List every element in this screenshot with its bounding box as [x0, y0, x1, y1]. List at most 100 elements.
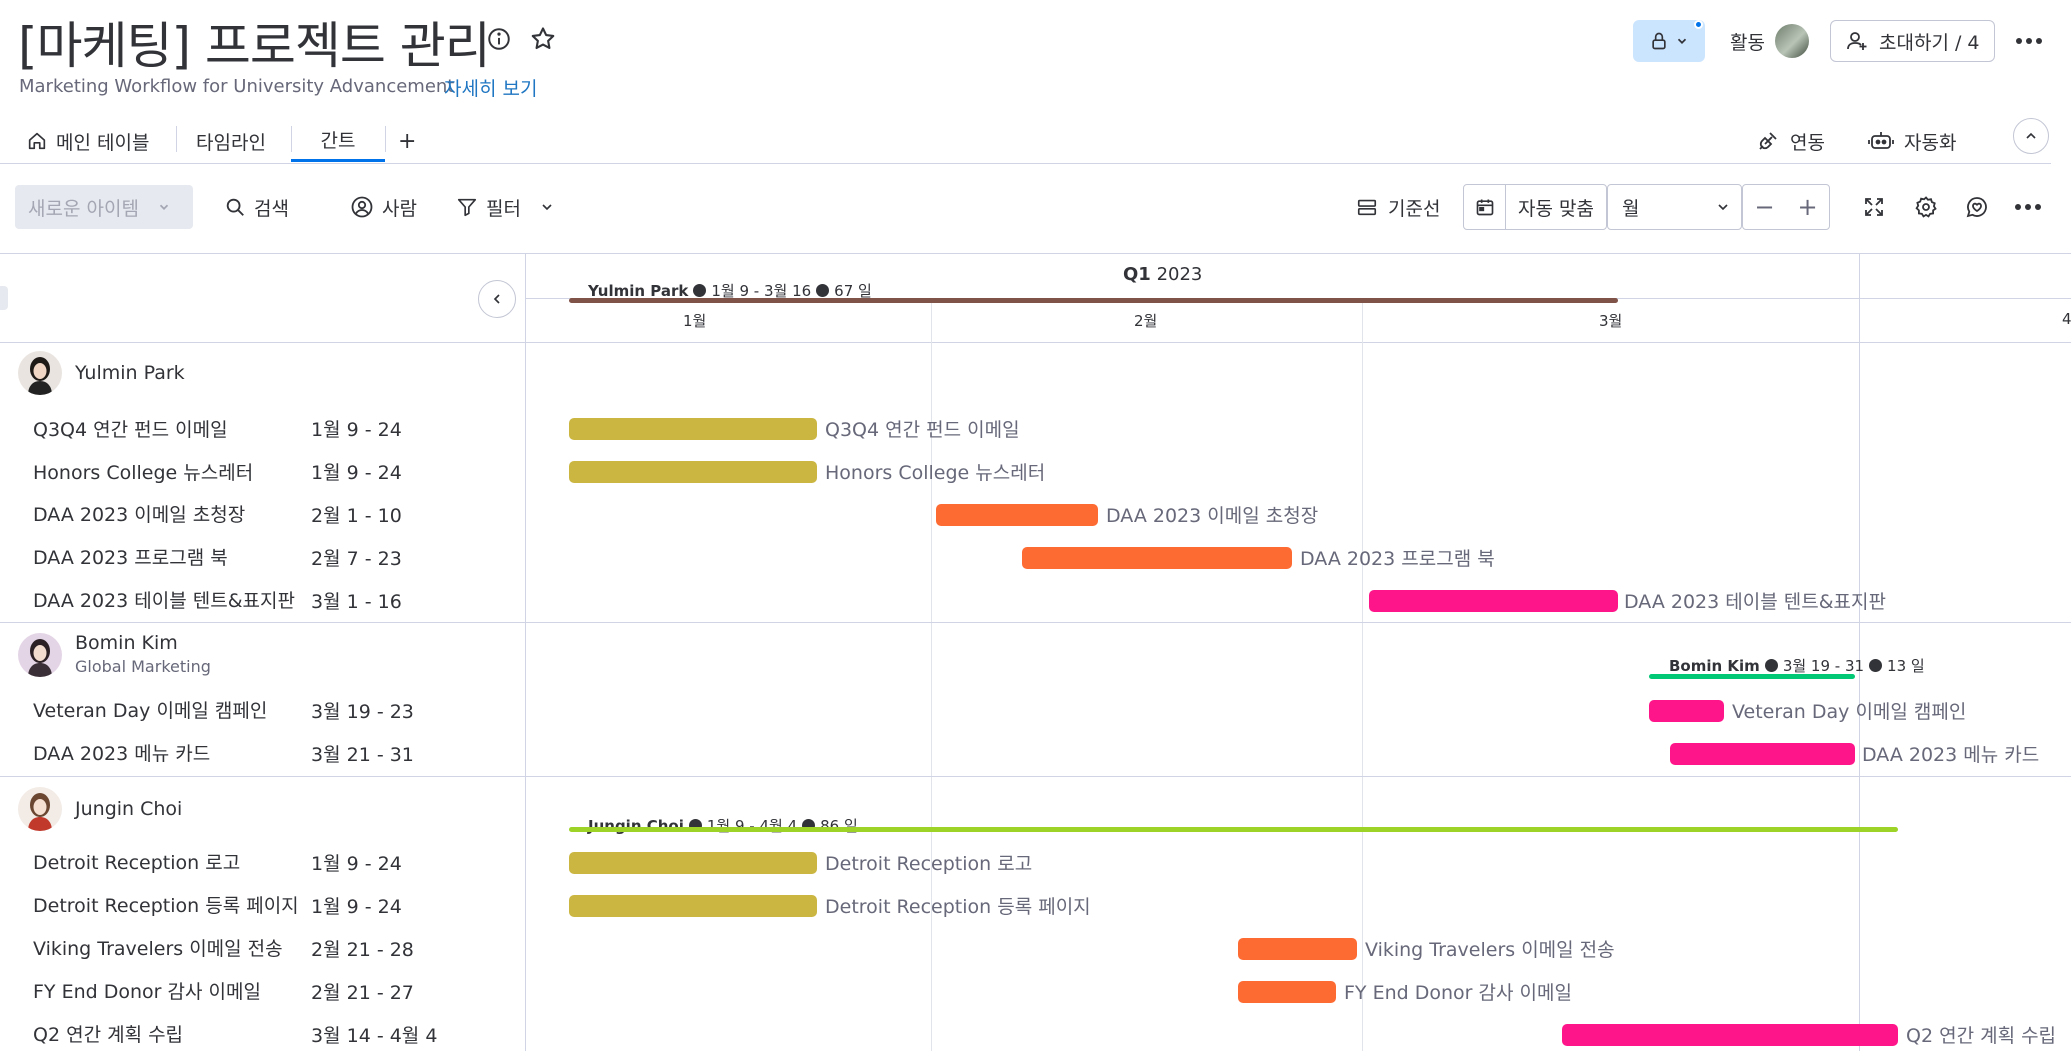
task-bar[interactable] [1649, 700, 1724, 722]
avatar[interactable] [18, 787, 62, 831]
invite-label: 초대하기 / 4 [1879, 31, 1980, 54]
task-bar[interactable] [569, 418, 817, 440]
robot-icon [1868, 132, 1894, 149]
task-name[interactable]: FY End Donor 감사 이메일 [33, 981, 261, 1003]
task-date: 1월 9 - 24 [311, 896, 402, 918]
group-summary-bar[interactable] [569, 827, 1898, 832]
avatar[interactable] [18, 351, 62, 395]
person-filter-button[interactable]: 사람 [350, 188, 417, 226]
collapse-header-button[interactable] [2013, 118, 2049, 154]
task-bar[interactable] [1238, 938, 1357, 960]
group-divider [0, 622, 2071, 623]
task-date: 2월 7 - 23 [311, 548, 402, 570]
group-divider [0, 776, 2071, 777]
chevron-down-icon [1718, 204, 1728, 211]
notification-dot [1694, 20, 1703, 29]
task-name[interactable]: Q2 연간 계획 수립 [33, 1024, 184, 1046]
month-label: 4 [2062, 310, 2071, 328]
zoom-out-button[interactable]: − [1754, 193, 1775, 221]
task-name[interactable]: Veteran Day 이메일 캠페인 [33, 700, 268, 722]
board-permissions-button[interactable] [1633, 20, 1705, 62]
task-bar[interactable] [1022, 547, 1292, 569]
collapse-panel-button[interactable] [478, 280, 516, 318]
task-name[interactable]: Detroit Reception 로고 [33, 852, 241, 874]
task-bar-label: DAA 2023 테이블 텐트&표지판 [1624, 591, 1886, 613]
task-bar[interactable] [569, 852, 817, 874]
task-name[interactable]: DAA 2023 이메일 초청장 [33, 504, 246, 526]
new-item-button[interactable]: 새로운 아이템 [15, 185, 193, 229]
group-summary: Bomin Kim 3월 19 - 31 13 일 [1669, 656, 1925, 676]
gear-icon[interactable] [1911, 192, 1941, 222]
filter-label: 필터 [486, 197, 521, 220]
search-button[interactable]: 검색 [224, 188, 289, 226]
group-person-name[interactable]: Yulmin Park [75, 362, 185, 384]
task-bar[interactable] [1238, 981, 1336, 1003]
invite-button[interactable]: 초대하기 / 4 [1830, 20, 1995, 62]
filter-button[interactable]: 필터 [456, 188, 555, 226]
timeline-area: Q1 2023 1월 2월 3월 4 Yulmin Park 1월 9 - 3월 … [526, 254, 2071, 1051]
task-name[interactable]: DAA 2023 테이블 텐트&표지판 [33, 590, 295, 612]
autofit-button[interactable]: 자동 맞춤 [1463, 184, 1607, 230]
tab-gantt[interactable]: 간트 [291, 120, 385, 162]
task-bar[interactable] [1369, 590, 1618, 612]
time-scale-select[interactable]: 월 [1607, 184, 1742, 230]
add-view-button[interactable]: + [398, 128, 417, 154]
avatar[interactable] [18, 633, 62, 677]
task-date: 2월 21 - 28 [311, 939, 414, 961]
tab-main-table[interactable]: 메인 테이블 [26, 120, 149, 162]
calendar-icon[interactable] [1464, 185, 1506, 229]
month-gridline [1362, 298, 1363, 1051]
task-name[interactable]: Honors College 뉴스레터 [33, 462, 254, 484]
task-date: 1월 9 - 24 [311, 853, 402, 875]
zoom-in-button[interactable]: + [1797, 193, 1818, 221]
group-summary-bar[interactable] [1649, 674, 1855, 679]
task-bar-label: Q3Q4 연간 펀드 이메일 [825, 419, 1020, 441]
baseline-button[interactable]: 기준선 [1356, 188, 1440, 226]
task-bar-label: Viking Travelers 이메일 전송 [1365, 939, 1615, 961]
task-bar[interactable] [936, 504, 1098, 526]
chevron-left-icon [493, 294, 500, 304]
more-options-icon[interactable] [2014, 26, 2044, 56]
lock-icon [1652, 32, 1666, 50]
task-bar[interactable] [569, 895, 817, 917]
activity-button[interactable]: 활동 [1730, 32, 1765, 54]
chevron-down-icon [542, 204, 552, 211]
search-label: 검색 [254, 197, 289, 220]
tab-divider [291, 126, 292, 152]
task-bar-label: Q2 연간 계획 수립 [1906, 1025, 2057, 1047]
baseline-label: 기준선 [1388, 197, 1441, 220]
integrate-button[interactable]: 연동 [1756, 120, 1825, 162]
task-bar[interactable] [1670, 743, 1855, 765]
task-name[interactable]: Detroit Reception 등록 페이지 [33, 895, 299, 917]
task-bar-label: Veteran Day 이메일 캠페인 [1732, 701, 1967, 723]
resize-handle[interactable] [0, 286, 8, 310]
task-bar[interactable] [1562, 1024, 1898, 1046]
item-list-panel: Yulmin Park Q3Q4 연간 펀드 이메일 1월 9 - 24 Hon… [0, 254, 526, 1051]
see-more-link[interactable]: 자세히 보기 [444, 78, 538, 100]
task-date: 2월 1 - 10 [311, 505, 402, 527]
task-name[interactable]: DAA 2023 프로그램 북 [33, 547, 228, 569]
tab-timeline[interactable]: 타임라인 [196, 120, 266, 162]
fullscreen-icon[interactable] [1859, 192, 1889, 222]
task-name[interactable]: DAA 2023 메뉴 카드 [33, 743, 211, 765]
person-icon [351, 196, 373, 218]
group-summary-bar[interactable] [569, 298, 1618, 303]
task-name[interactable]: Q3Q4 연간 펀드 이메일 [33, 419, 228, 441]
new-item-label: 새로운 아이템 [28, 197, 139, 220]
group-person-name[interactable]: Bomin Kim [75, 632, 178, 654]
avatar[interactable] [1775, 24, 1809, 58]
month-label: 2월 [1134, 312, 1158, 330]
task-bar-label: DAA 2023 프로그램 북 [1300, 548, 1495, 570]
feedback-icon[interactable] [1962, 192, 1992, 222]
board-title[interactable]: [마케팅] 프로젝트 관리 [18, 17, 491, 75]
chevron-down-icon [159, 204, 169, 210]
info-icon[interactable] [484, 24, 514, 54]
tab-divider [176, 126, 177, 152]
group-person-name[interactable]: Jungin Choi [75, 798, 183, 820]
more-options-icon[interactable] [2013, 192, 2043, 222]
star-icon[interactable] [528, 24, 558, 54]
task-bar[interactable] [569, 461, 817, 483]
group-person-team: Global Marketing [75, 657, 211, 676]
task-name[interactable]: Viking Travelers 이메일 전송 [33, 938, 283, 960]
automate-button[interactable]: 자동화 [1868, 120, 1956, 162]
